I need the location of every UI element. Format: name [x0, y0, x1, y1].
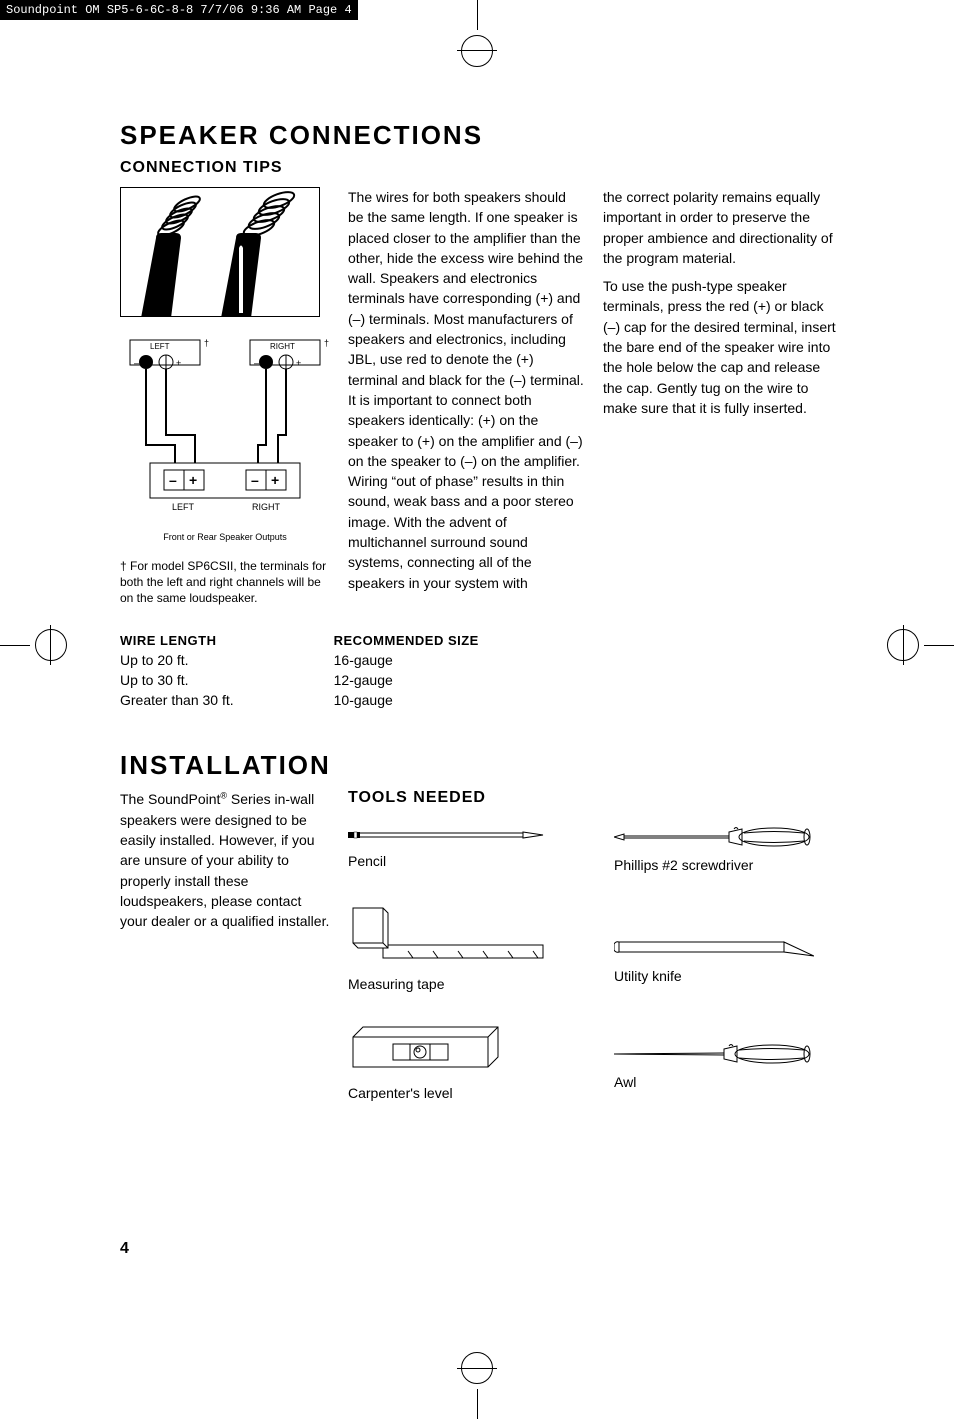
svg-text:+: +: [271, 472, 279, 488]
tool-knife-label: Utility knife: [614, 968, 840, 984]
page-number: 4: [120, 1240, 129, 1258]
heading-connection-tips: CONNECTION TIPS: [120, 159, 840, 177]
col3-para1: the correct polarity remains equally imp…: [603, 187, 840, 268]
tool-pencil-label: Pencil: [348, 853, 574, 869]
connection-col-2: The wires for both speakers should be th…: [348, 187, 585, 607]
tool-pencil: Pencil: [348, 825, 574, 873]
wire-length-col: WIRE LENGTH Up to 20 ft. Up to 30 ft. Gr…: [120, 633, 234, 711]
tools-section: TOOLS NEEDED Pencil: [348, 789, 840, 1101]
crop-mark-right: [904, 620, 954, 670]
tools-grid: Pencil: [348, 825, 840, 1101]
tool-screwdriver: Phillips #2 screwdriver: [614, 825, 840, 873]
wire-strip-illustration: [120, 187, 320, 317]
svg-text:RIGHT: RIGHT: [252, 502, 281, 512]
tool-level: Carpenter's level: [348, 1022, 574, 1101]
install-para-post: Series in-wall speakers were designed to…: [120, 791, 329, 929]
wire-table: WIRE LENGTH Up to 20 ft. Up to 30 ft. Gr…: [120, 633, 840, 711]
tool-knife: Utility knife: [614, 903, 840, 992]
wire-length-row: Up to 20 ft.: [120, 650, 234, 670]
wire-length-row: Up to 30 ft.: [120, 670, 234, 690]
svg-text:+: +: [189, 472, 197, 488]
print-header: Soundpoint OM SP5-6-6C-8-8 7/7/06 9:36 A…: [0, 0, 358, 20]
installation-section: INSTALLATION The SoundPoint® Series in-w…: [120, 750, 840, 1101]
crop-mark-bottom: [457, 1369, 497, 1419]
tool-awl-label: Awl: [614, 1074, 840, 1090]
heading-installation: INSTALLATION: [120, 750, 840, 781]
svg-text:RIGHT: RIGHT: [270, 342, 295, 351]
tool-level-label: Carpenter's level: [348, 1085, 574, 1101]
connection-col-diagrams: LEFT RIGHT † † – + – +: [120, 187, 330, 607]
svg-text:+: +: [296, 358, 301, 368]
rec-size-row: 10-gauge: [334, 690, 479, 710]
terminal-diagram: LEFT RIGHT † † – + – +: [120, 335, 330, 542]
svg-text:LEFT: LEFT: [172, 502, 195, 512]
tool-awl: Awl: [614, 1022, 840, 1101]
crop-mark-top: [457, 0, 497, 50]
col3-para2: To use the push-type speaker terminals, …: [603, 276, 840, 418]
svg-text:†: †: [204, 338, 209, 348]
wire-length-head: WIRE LENGTH: [120, 633, 234, 648]
svg-text:–: –: [251, 472, 259, 488]
footnote-dagger: †: [120, 559, 130, 573]
heading-speaker-connections: SPEAKER CONNECTIONS: [120, 120, 840, 151]
svg-text:–: –: [169, 472, 177, 488]
wire-length-row: Greater than 30 ft.: [120, 690, 234, 710]
footnote-text: For model SP6CSII, the terminals for bot…: [120, 559, 326, 605]
heading-tools-needed: TOOLS NEEDED: [348, 789, 840, 807]
rec-size-col: RECOMMENDED SIZE 16-gauge 12-gauge 10-ga…: [334, 633, 479, 711]
diagram-caption: Front or Rear Speaker Outputs: [120, 532, 330, 542]
installation-intro: The SoundPoint® Series in-wall speakers …: [120, 789, 330, 1101]
tool-tape-label: Measuring tape: [348, 976, 574, 992]
svg-text:LEFT: LEFT: [150, 342, 170, 351]
svg-text:+: +: [176, 358, 181, 368]
rec-size-head: RECOMMENDED SIZE: [334, 633, 479, 648]
page-content: SPEAKER CONNECTIONS CONNECTION TIPS: [120, 120, 840, 1101]
tool-screwdriver-label: Phillips #2 screwdriver: [614, 857, 840, 873]
rec-size-row: 12-gauge: [334, 670, 479, 690]
footnote: † For model SP6CSII, the terminals for b…: [120, 558, 330, 607]
install-para-pre: The SoundPoint: [120, 791, 220, 807]
svg-text:–: –: [134, 358, 139, 368]
crop-mark-left: [0, 620, 50, 670]
svg-text:–: –: [254, 358, 259, 368]
tool-tape: Measuring tape: [348, 903, 574, 992]
connection-row: LEFT RIGHT † † – + – +: [120, 187, 840, 607]
connection-col-3: the correct polarity remains equally imp…: [603, 187, 840, 607]
rec-size-row: 16-gauge: [334, 650, 479, 670]
svg-text:†: †: [324, 338, 329, 348]
